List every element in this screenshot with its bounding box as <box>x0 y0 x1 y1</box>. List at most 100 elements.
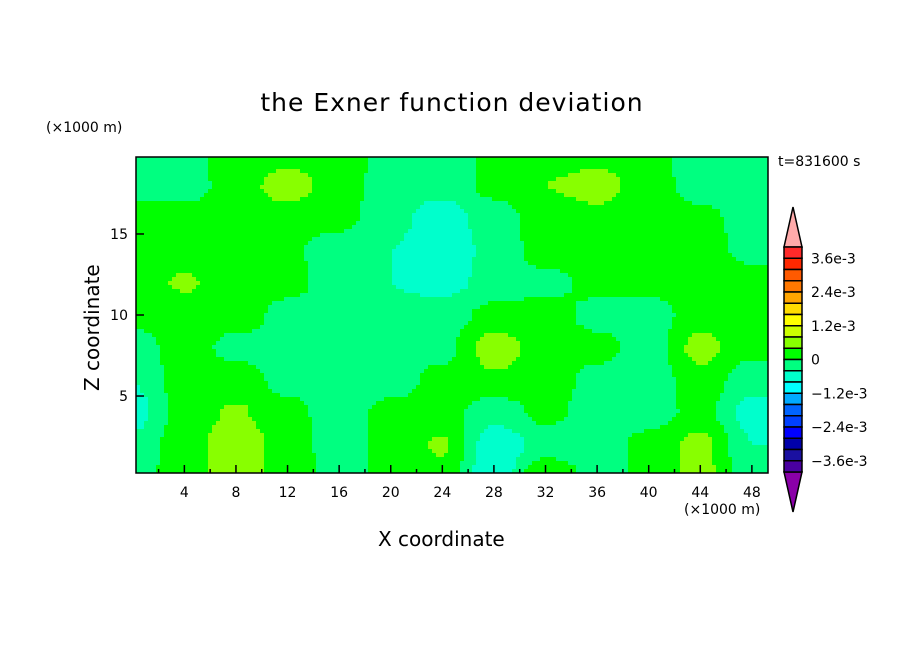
contour-cell <box>496 253 501 258</box>
contour-cell <box>668 169 673 174</box>
contour-cell <box>152 201 157 206</box>
contour-cell <box>632 229 637 234</box>
contour-cell <box>620 265 625 270</box>
contour-cell <box>292 165 297 170</box>
contour-cell <box>716 181 721 186</box>
contour-cell <box>224 281 229 286</box>
contour-cell <box>192 177 197 182</box>
contour-cell <box>700 229 705 234</box>
contour-cell <box>580 181 585 186</box>
contour-cell <box>272 265 277 270</box>
contour-cell <box>536 197 541 202</box>
contour-cell <box>160 225 165 230</box>
contour-cell <box>304 233 309 238</box>
contour-cell <box>164 273 169 278</box>
contour-cell <box>524 245 529 250</box>
contour-cell <box>700 237 705 242</box>
contour-cell <box>728 161 733 166</box>
contour-cell <box>644 189 649 194</box>
contour-cell <box>760 277 765 282</box>
contour-cell <box>672 161 677 166</box>
contour-cell <box>452 157 457 162</box>
contour-cell <box>328 257 333 262</box>
contour-cell <box>196 277 201 282</box>
contour-cell <box>508 237 513 242</box>
contour-cell <box>432 233 437 238</box>
contour-cell <box>396 257 401 262</box>
contour-cell <box>644 161 649 166</box>
contour-cell <box>728 257 733 262</box>
contour-cell <box>320 201 325 206</box>
contour-cell <box>356 241 361 246</box>
contour-cell <box>196 257 201 262</box>
contour-cell <box>232 161 237 166</box>
contour-cell <box>560 273 565 278</box>
contour-cell <box>180 281 185 286</box>
contour-cell <box>572 221 577 226</box>
contour-cell <box>732 177 737 182</box>
contour-cell <box>716 225 721 230</box>
contour-cell <box>596 193 601 198</box>
contour-cell <box>152 157 157 162</box>
contour-cell <box>540 241 545 246</box>
contour-cell <box>360 249 365 254</box>
contour-cell <box>712 201 717 206</box>
contour-cell <box>252 197 257 202</box>
contour-cell <box>156 193 161 198</box>
contour-cell <box>540 269 545 274</box>
contour-cell <box>388 181 393 186</box>
contour-cell <box>584 205 589 210</box>
contour-cell <box>712 185 717 190</box>
contour-cell <box>268 229 273 234</box>
contour-cell <box>408 277 413 282</box>
contour-cell <box>664 225 669 230</box>
contour-cell <box>136 209 141 214</box>
contour-cell <box>308 185 313 190</box>
contour-cell <box>456 181 461 186</box>
contour-cell <box>328 177 333 182</box>
contour-cell <box>736 217 741 222</box>
contour-cell <box>284 253 289 258</box>
contour-cell <box>496 201 501 206</box>
contour-cell <box>680 257 685 262</box>
contour-cell <box>392 249 397 254</box>
contour-cell <box>272 185 277 190</box>
contour-cell <box>552 201 557 206</box>
contour-cell <box>380 249 385 254</box>
contour-cell <box>336 277 341 282</box>
contour-cell <box>220 221 225 226</box>
contour-cell <box>436 193 441 198</box>
contour-cell <box>432 261 437 266</box>
contour-cell <box>168 177 173 182</box>
contour-cell <box>180 189 185 194</box>
contour-cell <box>256 225 261 230</box>
contour-cell <box>380 157 385 162</box>
contour-cell <box>652 177 657 182</box>
contour-cell <box>676 177 681 182</box>
contour-cell <box>736 225 741 230</box>
contour-cell <box>760 193 765 198</box>
contour-cell <box>740 229 745 234</box>
contour-cell <box>704 217 709 222</box>
contour-cell <box>172 265 177 270</box>
contour-cell <box>464 249 469 254</box>
contour-cell <box>324 193 329 198</box>
contour-cell <box>200 237 205 242</box>
contour-cell <box>164 189 169 194</box>
contour-cell <box>752 273 757 278</box>
contour-cell <box>404 229 409 234</box>
contour-cell <box>404 273 409 278</box>
contour-cell <box>536 265 541 270</box>
contour-cell <box>140 281 145 286</box>
contour-cell <box>388 245 393 250</box>
contour-cell <box>404 277 409 282</box>
contour-cell <box>440 233 445 238</box>
contour-cell <box>560 277 565 282</box>
contour-cell <box>220 265 225 270</box>
contour-cell <box>764 193 769 198</box>
contour-cell <box>484 233 489 238</box>
contour-cell <box>528 193 533 198</box>
contour-cell <box>624 189 629 194</box>
contour-cell <box>424 273 429 278</box>
contour-cell <box>372 185 377 190</box>
